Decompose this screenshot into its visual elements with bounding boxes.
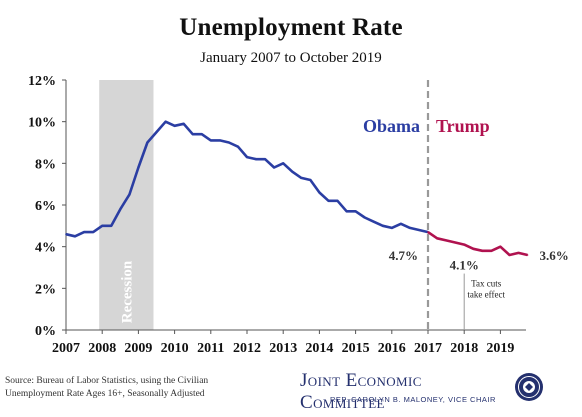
data-point-obama [418,229,420,231]
data-point-obama [219,139,221,142]
data-point-obama [309,179,312,181]
chart-title: Unemployment Rate [179,14,403,41]
data-point-obama [164,120,167,123]
data-point-trump [481,250,484,252]
data-point-obama [74,235,76,238]
data-point-trump [517,252,520,254]
data-point-obama [191,133,194,135]
y-tick-label: 2% [35,282,56,297]
data-point-obama [182,122,185,125]
data-point-obama [228,141,230,144]
x-tick-label: 2012 [233,341,261,356]
x-tick-label: 2015 [342,341,370,356]
y-tick-label: 0% [35,324,56,339]
x-tick-label: 2019 [486,341,514,356]
x-tick-label: 2016 [378,341,406,356]
data-point-obama [110,225,113,227]
recession-label: Recession [119,260,135,323]
y-tick-label: 10% [28,116,56,131]
data-point-trump [526,254,529,256]
jec-subtitle: Rep. Carolyn B. Maloney, Vice Chair [330,395,496,404]
data-point-obama [92,231,94,233]
data-point-obama [119,208,122,210]
x-tick-label: 2007 [52,341,80,356]
data-label-tax-cut: 4.1% [450,258,479,273]
data-point-obama [101,225,103,227]
jec-logo-text: Joint Economic Committee [300,370,422,413]
data-point-obama [409,227,411,229]
data-point-obama [155,131,158,133]
data-point-obama [273,166,275,169]
data-point-obama [391,227,393,229]
data-point-trump [508,254,511,256]
recession-band [99,80,154,330]
data-label-start: 4.7% [389,248,418,263]
data-point-obama [83,231,85,233]
tax-cut-annotation: take effect [467,290,505,300]
chart-subtitle: January 2007 to October 2019 [200,50,382,66]
data-point-trump [454,241,456,244]
y-tick-label: 8% [35,157,56,172]
data-point-obama [246,156,248,158]
data-point-obama [345,210,348,213]
data-point-obama [291,170,294,173]
data-point-obama [318,191,321,194]
x-tick-label: 2014 [305,341,333,356]
y-tick-label: 4% [35,241,56,256]
data-point-obama [255,158,257,160]
data-point-trump [427,231,429,233]
data-point-obama [237,145,239,148]
data-point-obama [327,200,330,202]
x-tick-label: 2017 [414,341,442,356]
y-tick-label: 6% [35,199,56,214]
data-point-obama [210,139,212,142]
data-point-trump [472,247,475,250]
data-point-trump [445,239,447,242]
data-point-obama [282,162,285,165]
data-point-obama [200,133,203,135]
x-tick-label: 2008 [88,341,116,356]
data-point-obama [363,216,366,219]
source-line-1: Source: Bureau of Labor Statistics, usin… [5,376,209,386]
admin-label-trump: Trump [436,116,490,136]
data-point-trump [436,237,438,240]
data-point-obama [336,200,339,202]
data-point-obama [354,210,357,213]
source-line-2: Unemployment Rate Ages 16+, Seasonally A… [5,389,205,399]
series-line-trump [427,231,528,257]
x-tick-label: 2011 [197,341,224,356]
admin-label-obama: Obama [363,116,420,136]
data-point-obama [128,193,131,196]
x-tick-label: 2018 [450,341,478,356]
data-point-trump [463,243,466,246]
data-point-obama [400,222,402,225]
data-point-obama [137,166,140,169]
data-point-trump [490,250,493,252]
source-note: Source: Bureau of Labor Statistics, usin… [5,375,208,401]
data-point-obama [146,141,149,144]
data-point-obama [173,125,176,127]
x-tick-label: 2013 [269,341,297,356]
data-point-obama [300,177,303,179]
x-tick-label: 2009 [124,341,152,356]
tax-cut-annotation: Tax cuts [471,279,502,289]
data-point-obama [65,233,67,235]
y-tick-label: 12% [28,74,56,89]
data-label-end: 3.6% [540,248,569,263]
data-point-obama [264,158,266,160]
x-tick-label: 2010 [161,341,189,356]
congress-seal-icon [515,373,543,401]
data-point-obama [372,220,375,223]
data-point-obama [381,225,384,227]
data-point-trump [499,245,502,248]
